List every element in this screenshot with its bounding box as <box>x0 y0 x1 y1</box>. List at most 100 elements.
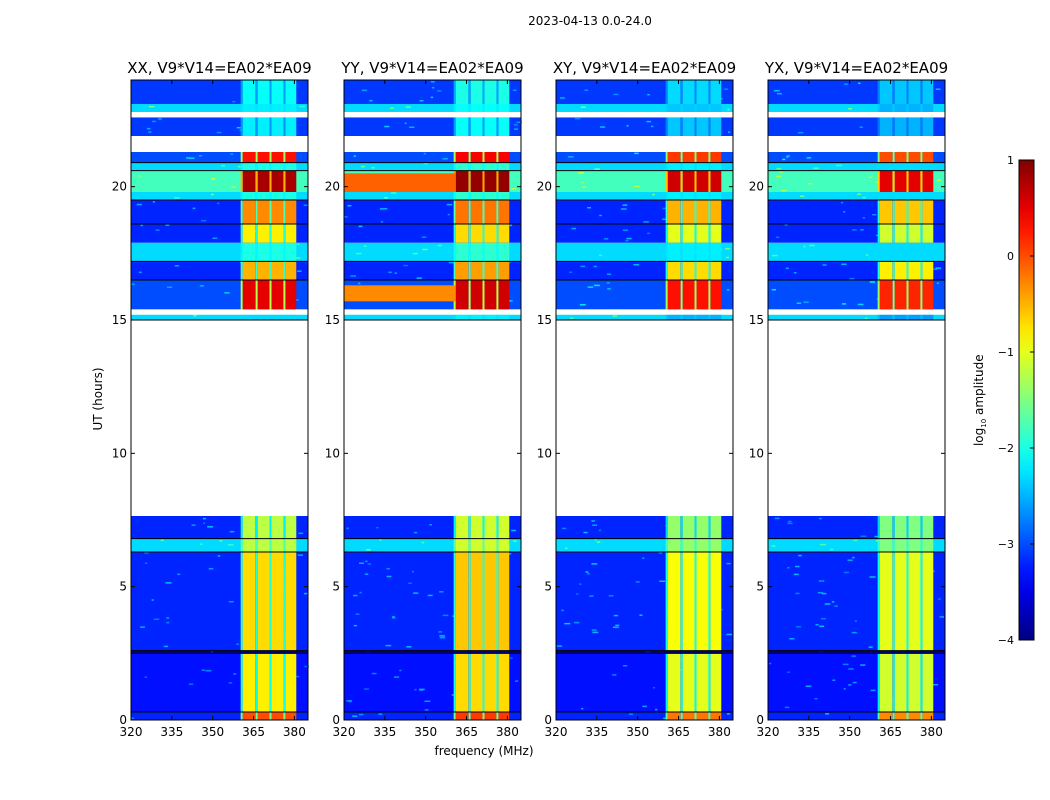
rfi-edge <box>665 104 668 112</box>
noise-speckle <box>294 257 301 259</box>
colorbar-tick-label: −2 <box>998 442 1014 455</box>
noise-speckle <box>207 526 214 528</box>
noise-speckle <box>622 204 628 206</box>
background-band <box>768 152 945 163</box>
rfi-block <box>879 314 893 320</box>
rfi-block <box>498 261 510 280</box>
noise-speckle <box>385 644 392 647</box>
noise-speckle <box>376 526 379 529</box>
y-tick-label: 10 <box>749 446 764 460</box>
colorbar-label-log: log <box>971 427 986 447</box>
noise-speckle <box>771 545 776 547</box>
noise-speckle <box>199 285 205 287</box>
background-band <box>556 192 733 200</box>
rfi-block <box>257 552 270 651</box>
rfi-edge <box>283 242 286 262</box>
rfi-edge <box>269 200 272 224</box>
rfi-edge <box>496 152 499 163</box>
rfi-edge <box>877 280 880 310</box>
rfi-block <box>484 516 497 539</box>
rfi-block <box>922 224 934 243</box>
noise-speckle <box>386 567 390 570</box>
background-band <box>344 104 521 112</box>
noise-speckle <box>424 700 431 703</box>
noise-speckle <box>210 178 216 180</box>
noise-speckle <box>854 620 857 622</box>
rfi-edge <box>665 314 668 320</box>
rfi-block <box>922 261 934 280</box>
noise-speckle <box>831 601 835 603</box>
noise-speckle <box>165 582 172 584</box>
noise-speckle <box>419 688 425 691</box>
background-band <box>556 712 733 720</box>
noise-speckle <box>782 158 786 161</box>
rfi-edge <box>240 653 243 712</box>
rfi-edge <box>920 653 923 712</box>
noise-speckle <box>201 219 207 222</box>
rfi-edge <box>482 242 485 262</box>
rfi-edge <box>892 200 895 224</box>
rfi-block <box>682 162 695 171</box>
noise-speckle <box>608 595 614 597</box>
rfi-edge <box>708 552 711 651</box>
rfi-block <box>257 261 270 280</box>
rfi-edge <box>240 314 243 320</box>
noise-speckle <box>585 571 589 573</box>
noise-speckle <box>353 155 356 157</box>
noise-speckle <box>202 522 205 524</box>
rfi-block <box>470 261 483 280</box>
rfi-edge <box>468 650 471 654</box>
noise-speckle <box>364 573 369 575</box>
noise-speckle <box>210 193 214 196</box>
noise-speckle <box>227 544 234 546</box>
noise-speckle <box>200 543 203 545</box>
rfi-edge <box>269 280 272 310</box>
noise-speckle <box>136 203 142 206</box>
rfi-edge <box>694 170 697 192</box>
rfi-edge <box>496 538 499 552</box>
rfi-block <box>285 653 297 712</box>
noise-speckle <box>437 90 442 92</box>
rfi-edge <box>269 653 272 712</box>
rfi-block <box>922 170 934 192</box>
rfi-block <box>484 224 497 243</box>
rfi-block <box>879 538 893 552</box>
rfi-edge <box>283 712 286 720</box>
rfi-edge <box>240 192 243 200</box>
rfi-edge <box>708 650 711 654</box>
noise-speckle <box>442 614 449 617</box>
rfi-edge <box>694 117 697 136</box>
rfi-edge <box>496 170 499 192</box>
rfi-block <box>696 117 709 136</box>
y-tick-label: 10 <box>112 446 127 460</box>
noise-speckle <box>592 631 599 634</box>
rfi-block <box>682 538 695 552</box>
rfi-edge <box>468 162 471 171</box>
rfi-edge <box>877 653 880 712</box>
rfi-edge <box>892 653 895 712</box>
noise-speckle <box>367 563 372 565</box>
rfi-block <box>682 80 695 104</box>
rfi-edge <box>906 162 909 171</box>
flagged-band <box>344 136 521 152</box>
rfi-block <box>242 224 256 243</box>
rfi-edge <box>906 224 909 243</box>
noise-speckle <box>870 689 876 692</box>
panel-title: YX, V9*V14=EA02*EA09 <box>764 59 948 77</box>
rfi-edge <box>680 516 683 539</box>
rfi-edge <box>920 261 923 280</box>
rfi-block <box>285 538 297 552</box>
noise-speckle <box>821 592 827 595</box>
rfi-block <box>879 650 893 654</box>
noise-speckle <box>653 687 656 689</box>
rfi-edge <box>906 516 909 539</box>
noise-speckle <box>431 87 435 89</box>
rfi-edge <box>453 712 456 720</box>
rfi-block <box>667 552 681 651</box>
rfi-edge <box>665 280 668 310</box>
noise-speckle <box>378 713 383 715</box>
noise-speckle <box>188 683 194 685</box>
rfi-block <box>484 104 497 112</box>
noise-speckle <box>849 277 855 280</box>
noise-speckle <box>842 663 849 666</box>
